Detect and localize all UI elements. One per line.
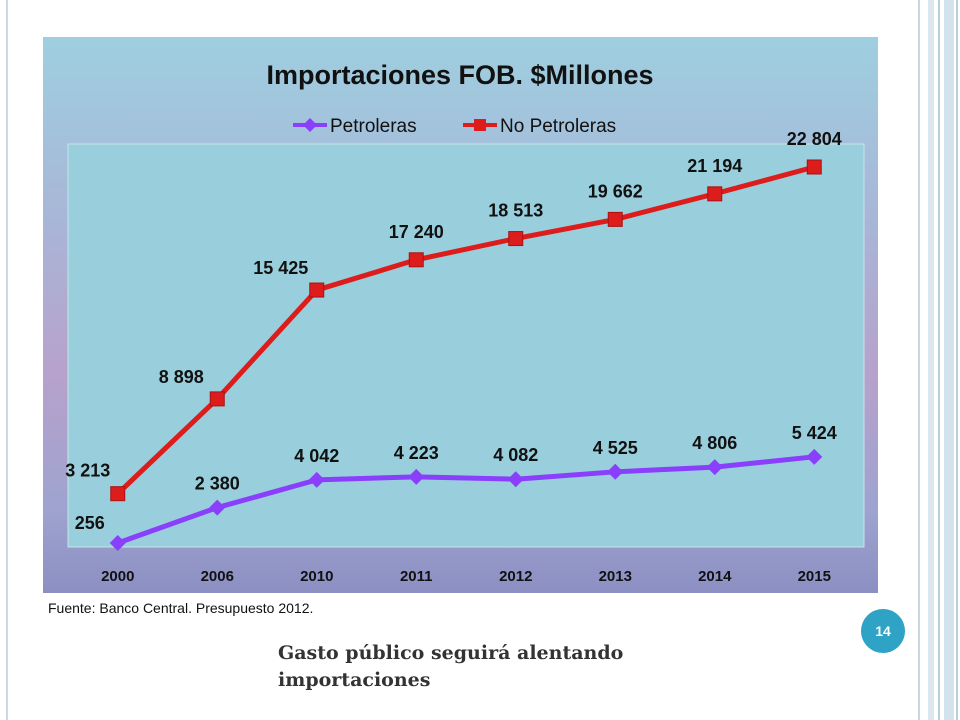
legend-marker [303,118,317,132]
x-tick-label: 2012 [499,568,532,585]
frame-stripe [928,0,934,720]
data-label: 19 662 [588,181,643,201]
series-no-petroleras: 3 213 8 898 15 425 17 240 18 513 19 662 21 194… [65,129,842,502]
data-label: 256 [75,513,105,533]
data-label: 4 082 [493,445,538,465]
slide-frame-left [6,0,8,720]
x-tick-label: 2000 [101,568,134,585]
data-point [408,252,424,268]
data-label: 4 525 [593,438,638,458]
data-point [308,471,325,488]
data-point [607,463,624,480]
legend-label: Petroleras [330,116,417,137]
slide-caption: Gasto público seguirá alentando importac… [278,642,624,691]
data-point [309,282,325,298]
frame-stripe [918,0,920,720]
legend-marker [474,119,486,131]
data-point [706,459,723,476]
data-point [209,499,226,516]
series-petroleras: 256 2 380 4 042 4 223 4 082 4 525 4 806 5 424 [75,423,837,551]
data-label: 4 223 [394,443,439,463]
plot-area [67,143,865,548]
source-note: Fuente: Banco Central. Presupuesto 2012. [48,600,314,616]
x-axis: 2000 2006 2010 2011 2012 2013 2014 2015 [101,568,831,585]
data-point [408,468,425,485]
data-point [806,159,822,175]
legend-label: No Petroleras [500,116,616,137]
data-point [109,535,126,551]
legend-entry: Petroleras [293,116,417,137]
x-tick-label: 2015 [798,568,831,585]
frame-stripe [938,0,940,720]
data-label: 15 425 [253,258,308,278]
x-tick-label: 2014 [698,568,732,585]
series-line [116,454,815,546]
data-label: 2 380 [195,474,240,494]
data-label: 8 898 [159,367,204,387]
data-label: 3 213 [65,461,110,481]
series-line [116,164,815,496]
chart-title: Importaciones FOB. $Millones [266,60,653,90]
chart-legend: Petroleras No Petroleras [293,116,616,137]
x-tick-label: 2011 [400,568,433,585]
frame-stripe [944,0,954,720]
data-point [209,391,225,407]
data-label: 4 806 [692,433,737,453]
data-label: 4 042 [294,446,339,466]
data-label: 17 240 [389,222,444,242]
data-point [508,231,524,247]
legend-entry: No Petroleras [463,116,616,137]
data-label: 18 513 [488,201,543,221]
page-number-badge: 14 [861,609,905,653]
data-label: 21 194 [687,156,742,176]
x-tick-label: 2013 [599,568,632,585]
data-label: 22 804 [787,129,842,149]
data-point [607,211,623,227]
x-tick-label: 2010 [300,568,333,585]
frame-stripe [956,0,958,720]
data-label: 5 424 [792,423,837,443]
data-point [806,448,823,465]
line-chart: Importaciones FOB. $Millones Petroleras N… [65,60,865,585]
data-point [707,186,723,202]
x-tick-label: 2006 [201,568,234,585]
data-point [507,471,524,488]
chart-container: Importaciones FOB. $Millones Petroleras N… [43,37,878,593]
data-point [110,486,126,502]
